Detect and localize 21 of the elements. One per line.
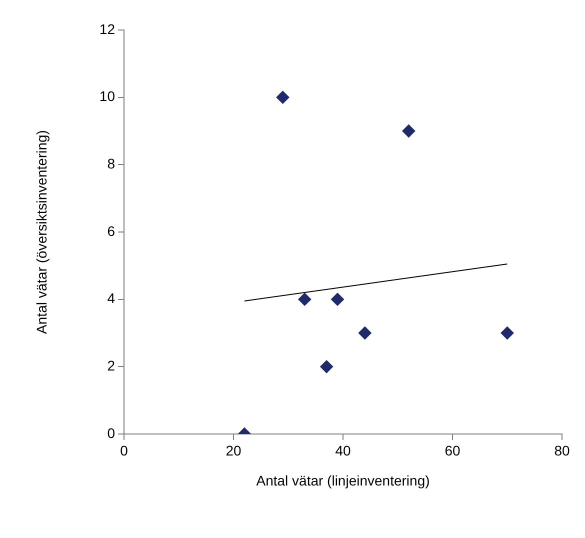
- x-axis-title: Antal vätar (linjeinventering): [256, 472, 430, 488]
- point: [358, 326, 372, 340]
- y-tick-label: 8: [107, 156, 116, 172]
- point: [276, 90, 290, 104]
- x-tick-label: 20: [226, 442, 242, 458]
- point: [320, 360, 334, 374]
- y-tick-label: 12: [99, 20, 116, 37]
- point: [298, 292, 312, 306]
- x-tick-label: 0: [120, 442, 128, 458]
- y-axis-title: Antal vätar (översiktsinventering): [33, 130, 50, 334]
- point: [331, 292, 344, 306]
- x-tick-label: 60: [444, 442, 460, 458]
- x-tick-label: 40: [335, 442, 351, 458]
- y-tick-label: 4: [107, 290, 116, 306]
- y-tick-label: 6: [107, 222, 116, 239]
- y-tick-label: 2: [107, 358, 116, 374]
- y-tick-label: 0: [107, 424, 116, 441]
- point: [402, 124, 416, 138]
- y-tick-label: 10: [99, 88, 116, 104]
- point: [500, 326, 514, 340]
- x-tick-label: 80: [554, 442, 570, 458]
